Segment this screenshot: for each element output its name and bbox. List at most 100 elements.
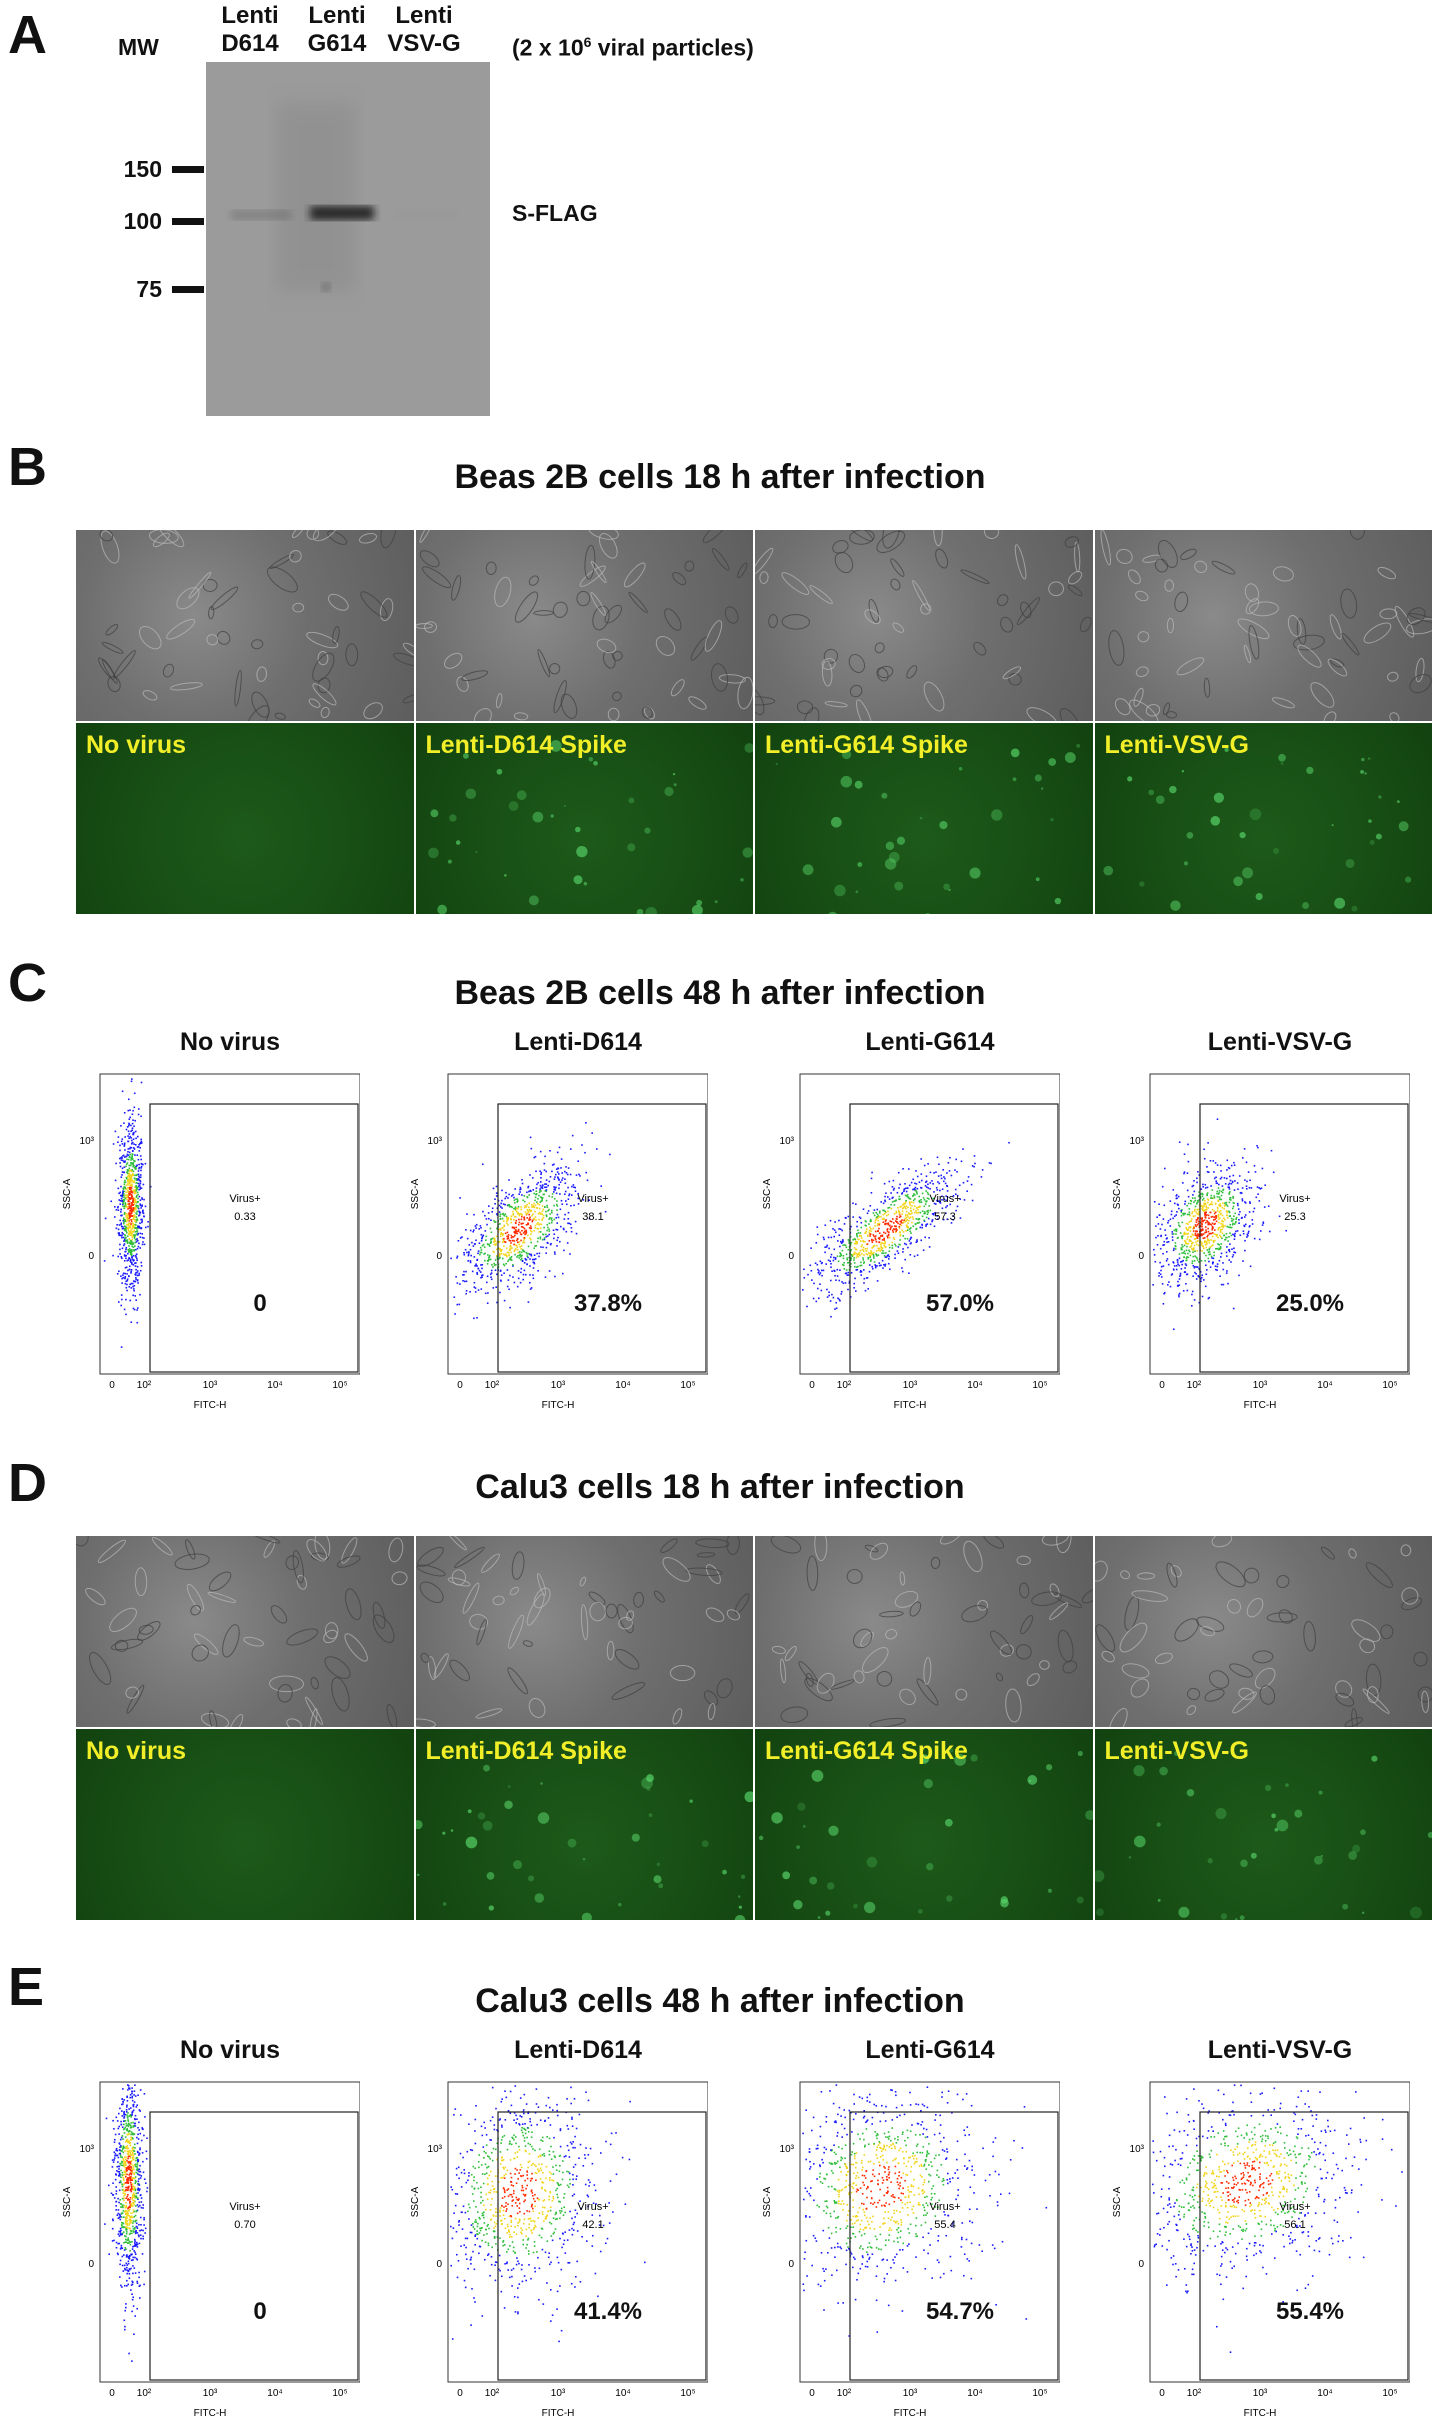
event-dot xyxy=(133,1229,135,1232)
d-label-1: No virus xyxy=(86,1737,187,1765)
event-dot xyxy=(988,1162,991,1164)
event-dot xyxy=(134,1216,136,1218)
event-dot xyxy=(501,1189,503,1192)
event-dot xyxy=(120,2136,123,2139)
event-dot xyxy=(137,1201,139,1203)
event-dot xyxy=(529,1288,532,1290)
event-dot xyxy=(1176,1284,1179,1287)
event-dot xyxy=(113,2141,116,2143)
event-dot xyxy=(124,2226,126,2228)
event-dot xyxy=(125,2176,127,2178)
event-dot xyxy=(553,1233,556,1235)
event-dot xyxy=(488,1256,490,1259)
event-dot xyxy=(136,1321,139,1324)
event-dot xyxy=(490,1278,493,1281)
event-dot xyxy=(1192,1255,1195,1258)
event-dot xyxy=(869,1264,871,1266)
event-dot xyxy=(1185,1222,1188,1225)
event-dot xyxy=(132,2201,134,2204)
event-dot xyxy=(504,2166,507,2169)
event-dot xyxy=(1192,1184,1195,1187)
event-dot xyxy=(135,1216,138,1218)
event-dot xyxy=(542,1217,545,1219)
event-dot xyxy=(868,1270,871,1273)
event-dot xyxy=(532,1274,534,1276)
event-dot xyxy=(124,1149,126,1151)
event-dot xyxy=(855,1269,858,1271)
event-dot xyxy=(484,1259,486,1262)
event-dot xyxy=(121,1167,124,1170)
event-dot xyxy=(489,1254,491,1257)
event-dot xyxy=(600,2152,602,2154)
event-dot xyxy=(130,2205,133,2207)
event-dot xyxy=(120,1275,122,1277)
event-dot xyxy=(131,1225,134,1227)
event-dot xyxy=(532,2207,534,2210)
event-dot xyxy=(1238,1219,1240,1221)
event-dot xyxy=(814,1262,817,1264)
event-dot xyxy=(126,2128,128,2130)
event-dot xyxy=(505,1247,508,1250)
brightfield-texture xyxy=(98,530,414,721)
event-dot xyxy=(545,2165,548,2168)
event-dot xyxy=(924,1184,927,1187)
x-tick-label: 10⁵ xyxy=(332,1380,347,1391)
event-dot xyxy=(487,1260,489,1262)
event-dot xyxy=(120,1211,122,1213)
event-dot xyxy=(514,1216,517,1218)
event-dot xyxy=(128,1231,131,1233)
event-dot xyxy=(128,2352,130,2355)
event-dot xyxy=(133,2203,135,2206)
event-dot xyxy=(1219,1275,1221,1277)
event-dot xyxy=(494,2225,497,2228)
event-dot xyxy=(130,1080,133,1083)
event-dot xyxy=(923,1212,925,1215)
event-dot xyxy=(496,1273,498,1276)
event-dot xyxy=(1205,1205,1208,1208)
event-dot xyxy=(532,1261,535,1264)
event-dot xyxy=(129,1188,131,1190)
event-dot xyxy=(131,1113,134,1115)
event-dot xyxy=(139,1188,141,1190)
event-dot xyxy=(493,2230,496,2233)
event-dot xyxy=(585,2091,587,2093)
event-dot xyxy=(500,2223,503,2225)
event-dot xyxy=(126,1289,128,1292)
event-dot xyxy=(130,2173,133,2176)
event-dot xyxy=(127,2119,129,2121)
event-dot xyxy=(888,1231,890,1233)
event-dot xyxy=(520,1212,522,1215)
event-dot xyxy=(130,2181,132,2184)
event-dot xyxy=(134,2315,136,2317)
event-dot xyxy=(130,2169,132,2172)
event-dot xyxy=(877,1248,880,1251)
event-dot xyxy=(515,2142,517,2145)
event-dot xyxy=(1153,1201,1156,1203)
event-dot xyxy=(537,1237,539,1240)
event-dot xyxy=(127,2112,129,2114)
event-dot xyxy=(121,2110,123,2112)
event-dot xyxy=(516,1238,519,1240)
event-dot xyxy=(1226,1236,1228,1239)
event-dot xyxy=(1233,1164,1236,1166)
event-dot xyxy=(539,1231,542,1233)
event-dot xyxy=(544,2120,546,2122)
event-dot xyxy=(502,2240,505,2242)
event-dot xyxy=(545,1179,548,1181)
event-dot xyxy=(1200,1230,1202,1232)
event-dot xyxy=(574,2146,576,2149)
event-dot xyxy=(137,2138,140,2140)
event-dot xyxy=(480,1288,483,1290)
event-dot xyxy=(133,1288,135,1290)
event-dot xyxy=(121,2247,124,2249)
event-dot xyxy=(130,2176,132,2178)
event-dot xyxy=(139,1180,142,1183)
event-dot xyxy=(130,2221,132,2224)
event-dot xyxy=(131,2168,133,2171)
event-dot xyxy=(476,1317,478,1319)
event-dot xyxy=(539,1211,541,1214)
event-dot xyxy=(128,2131,130,2133)
event-dot xyxy=(919,1205,921,1208)
event-dot xyxy=(123,1145,126,1147)
event-dot xyxy=(1160,1265,1163,1268)
